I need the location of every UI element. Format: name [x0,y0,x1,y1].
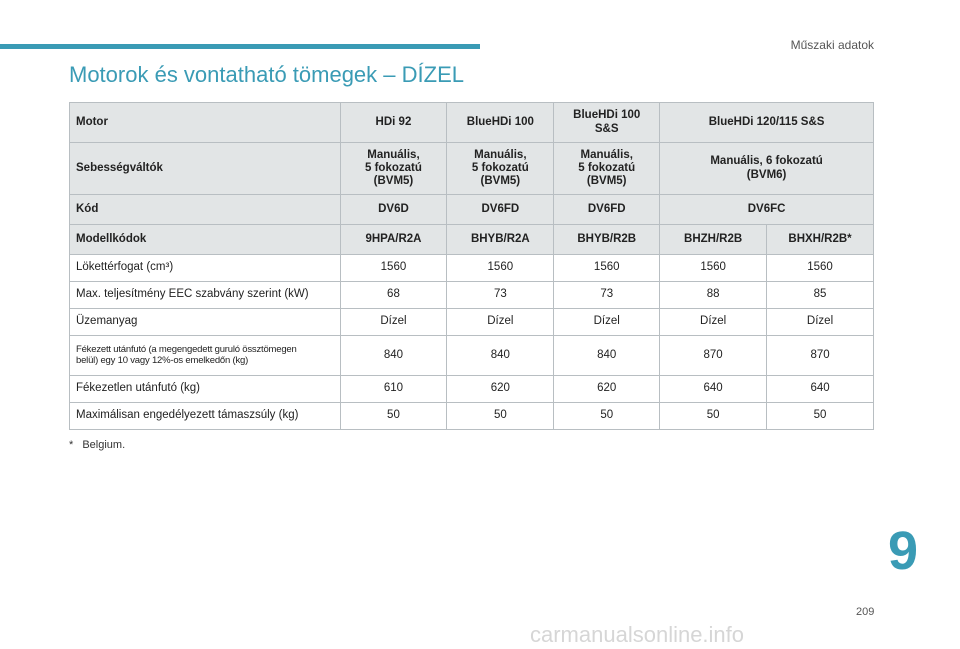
row-label: Kód [69,194,341,225]
table-cell: 620 [446,375,555,403]
table-cell: 640 [659,375,768,403]
header-cell: BlueHDi 120/115 S&S [659,102,874,143]
table-row: Üzemanyag Dízel Dízel Dízel Dízel Dízel [69,308,874,336]
footnote: * Belgium. [69,439,125,451]
header-cell: 9HPA/R2A [339,224,448,255]
header-cell: BHZH/R2B [659,224,768,255]
header-cell: DV6FD [446,194,555,225]
table-cell: 620 [553,375,661,403]
row-label: Fékezett utánfutó (a megengedett guruló … [69,335,341,376]
table-cell: 50 [553,402,661,430]
header-cell: DV6D [339,194,448,225]
table-cell: 1560 [339,254,448,282]
header-cell: BlueHDi 100 [446,102,555,143]
table-cell: 50 [766,402,874,430]
table-cell: 50 [339,402,448,430]
table-cell: 1560 [659,254,768,282]
row-label: Lökettérfogat (cm³) [69,254,341,282]
row-label: Fékezetlen utánfutó (kg) [69,375,341,403]
table-cell: Dízel [446,308,555,336]
watermark: carmanualsonline.info [530,622,745,647]
header-cell: DV6FC [659,194,874,225]
header-cell: Manuális, 6 fokozatú (BVM6) [659,142,874,195]
row-label: Sebességváltók [69,142,341,195]
table-cell: 840 [339,335,448,376]
row-label: Maximálisan engedélyezett támaszsúly (kg… [69,402,341,430]
table-cell: 610 [339,375,448,403]
row-label: Modellkódok [69,224,341,255]
table-cell: 640 [766,375,874,403]
table-cell: 50 [659,402,768,430]
section-label: Műszaki adatok [790,38,874,52]
table-cell: 870 [766,335,874,376]
header-cell: Manuális, 5 fokozatú (BVM5) [553,142,661,195]
table-row: Max. teljesítmény EEC szabvány szerint (… [69,281,874,309]
table-cell: 1560 [766,254,874,282]
table-cell: Dízel [659,308,768,336]
header-cell: BHYB/R2A [446,224,555,255]
page-number: 209 [856,606,875,618]
table-cell: 73 [553,281,661,309]
table-cell: Dízel [553,308,661,336]
table-cell: Dízel [766,308,874,336]
table-header-row: Sebességváltók Manuális, 5 fokozatú (BVM5… [69,142,874,195]
page-title: Motorok és vontatható tömegek – DÍZEL [69,62,464,87]
table-cell: 1560 [446,254,555,282]
table-cell: 73 [446,281,555,309]
table-cell: 840 [553,335,661,376]
footnote-text: Belgium. [82,439,126,451]
chapter-number: 9 [888,521,919,581]
table-cell: Dízel [339,308,448,336]
table-cell: 50 [446,402,555,430]
table-cell: 840 [446,335,555,376]
header-cell: Manuális, 5 fokozatú (BVM5) [446,142,555,195]
table-row: Fékezetlen utánfutó (kg) 610 620 620 640 640 [69,375,874,403]
table-row: Fékezett utánfutó (a megengedett guruló … [69,335,874,376]
row-label: Motor [69,102,341,143]
spec-table: Motor HDi 92 BlueHDi 100 BlueHDi 100 S&S Blu… [69,102,874,430]
table-cell: 1560 [553,254,661,282]
table-cell: 85 [766,281,874,309]
table-cell: 88 [659,281,768,309]
header-cell: BlueHDi 100 S&S [553,102,661,143]
header-cell: DV6FD [553,194,661,225]
header-cell: Manuális, 5 fokozatú (BVM5) [339,142,448,195]
table-cell: 870 [659,335,768,376]
table-header-row: Motor HDi 92 BlueHDi 100 BlueHDi 100 S&S Blu… [69,102,874,143]
header-cell: BHYB/R2B [553,224,661,255]
footnote-mark: * [69,439,74,451]
table-row: Lökettérfogat (cm³) 1560 1560 1560 1560 1560 [69,254,874,282]
table-cell: 68 [339,281,448,309]
top-accent-bar [0,44,480,49]
row-label: Max. teljesítmény EEC szabvány szerint (… [69,281,341,309]
row-label: Üzemanyag [69,308,341,336]
table-row: Maximálisan engedélyezett támaszsúly (kg… [69,402,874,430]
table-header-row: Modellkódok 9HPA/R2A BHYB/R2A BHYB/R2B BHZH/… [69,224,874,255]
header-cell: HDi 92 [339,102,448,143]
header-cell: BHXH/R2B* [766,224,874,255]
table-header-row: Kód DV6D DV6FD DV6FD DV6FC [69,194,874,225]
